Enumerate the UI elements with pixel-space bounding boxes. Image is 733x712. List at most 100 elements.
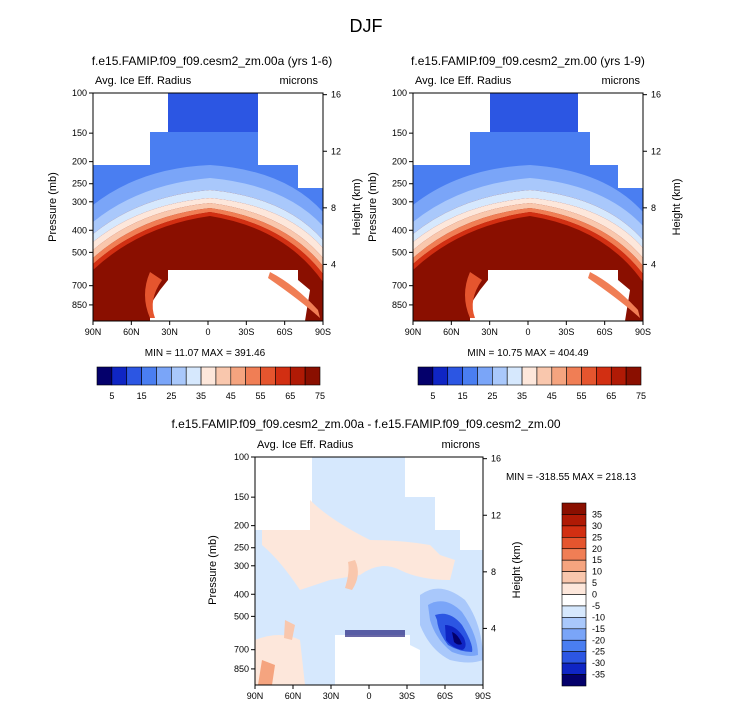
- colorbar-swatch: [185, 366, 202, 386]
- y-tick-label: 400: [392, 225, 407, 235]
- colorbar-label: 55: [256, 391, 266, 401]
- panel-2-ylabel: Pressure (mb): [367, 172, 379, 242]
- colorbar-swatch: [561, 559, 587, 572]
- colorbar-label: 15: [592, 555, 602, 565]
- panel-2-units: microns: [601, 75, 640, 87]
- x-tick-label: 90S: [315, 327, 331, 337]
- y-right-tick-label: 8: [331, 203, 336, 213]
- colorbar-label: 25: [166, 391, 176, 401]
- y-tick-label: 200: [72, 157, 87, 167]
- y-right-tick-label: 12: [491, 510, 501, 520]
- x-tick-label: 60N: [123, 327, 140, 337]
- colorbar-label: 20: [592, 544, 602, 554]
- y-tick-label: 500: [234, 611, 249, 621]
- colorbar-swatch: [245, 366, 261, 386]
- colorbar-swatch: [111, 366, 128, 386]
- x-tick-label: 30N: [161, 327, 178, 337]
- colorbar-swatch: [275, 366, 291, 386]
- panel-2-ylabel-right: Height (km): [671, 179, 683, 236]
- panel-1-variable: Avg. Ice Eff. Radius: [95, 75, 192, 87]
- panel-1-axes: 100 150 200 250 300 400 500 700 850 16 12 8 4 90N 60N 3…: [72, 88, 341, 337]
- colorbar-swatch: [561, 605, 587, 618]
- panel-3-units: microns: [441, 439, 480, 451]
- colorbar-label: -25: [592, 647, 605, 657]
- y-right-tick-label: 16: [651, 90, 661, 100]
- y-tick-label: 100: [392, 88, 407, 98]
- x-tick-label: 60S: [437, 691, 453, 701]
- colorbar-swatch: [156, 366, 172, 386]
- colorbar-label: -20: [592, 635, 605, 645]
- colorbar-label: 0: [592, 590, 597, 600]
- colorbar-swatch: [304, 366, 321, 386]
- colorbar-label: 15: [137, 391, 147, 401]
- x-tick-label: 90N: [85, 327, 102, 337]
- panel-2-field: [413, 93, 643, 321]
- colorbar-swatch: [551, 366, 567, 386]
- figure-title: DJF: [350, 16, 383, 36]
- colorbar-swatch: [561, 502, 587, 515]
- colorbar-swatch: [141, 366, 157, 386]
- colorbar-swatch: [581, 366, 597, 386]
- y-tick-label: 850: [392, 300, 407, 310]
- x-tick-label: 0: [525, 327, 530, 337]
- x-tick-label: 0: [205, 327, 210, 337]
- colorbar-swatch: [561, 548, 587, 561]
- panel-2-title: f.e15.FAMIP.f09_f09.cesm2_zm.00 (yrs 1-9…: [411, 54, 645, 68]
- colorbar-label: -35: [592, 670, 605, 680]
- y-right-tick-label: 4: [331, 259, 336, 269]
- panel-2-stats: MIN = 10.75 MAX = 404.49: [467, 348, 589, 359]
- colorbar-label: 5: [430, 391, 435, 401]
- panel-2-variable: Avg. Ice Eff. Radius: [415, 75, 512, 87]
- y-right-tick-label: 16: [331, 90, 341, 100]
- y-tick-label: 700: [72, 281, 87, 291]
- colorbar-swatch: [561, 628, 587, 641]
- colorbar-swatch: [536, 366, 553, 386]
- colorbar-label: -15: [592, 624, 605, 634]
- colorbar-swatch: [215, 366, 232, 386]
- colorbar-label: 35: [196, 391, 206, 401]
- y-tick-label: 150: [72, 128, 87, 138]
- y-right-tick-label: 4: [651, 259, 656, 269]
- colorbar-label: 45: [547, 391, 557, 401]
- colorbar-swatch: [561, 537, 587, 550]
- colorbar-label: 15: [458, 391, 468, 401]
- colorbar-label: -10: [592, 612, 605, 622]
- x-tick-label: 30N: [323, 691, 340, 701]
- x-tick-label: 60S: [597, 327, 613, 337]
- colorbar-label: -30: [592, 658, 605, 668]
- x-tick-label: 90S: [475, 691, 491, 701]
- x-tick-label: 30N: [481, 327, 498, 337]
- y-right-tick-label: 8: [491, 567, 496, 577]
- x-tick-label: 30S: [558, 327, 574, 337]
- panel-2-axes: 100 150 200 250 300 400 500 700 850 16 12 8 4 90N 60N 3…: [392, 88, 661, 337]
- panel-3-title: f.e15.FAMIP.f09_f09.cesm2_zm.00a - f.e15…: [171, 417, 560, 431]
- y-tick-label: 250: [234, 543, 249, 553]
- y-tick-label: 400: [234, 589, 249, 599]
- y-tick-label: 250: [72, 179, 87, 189]
- colorbar-label: 30: [592, 521, 602, 531]
- y-right-tick-label: 8: [651, 203, 656, 213]
- colorbar-swatch: [566, 366, 582, 386]
- y-tick-label: 700: [234, 645, 249, 655]
- colorbar-swatch: [596, 366, 612, 386]
- y-tick-label: 500: [72, 247, 87, 257]
- colorbar-label: -5: [592, 601, 600, 611]
- x-tick-label: 30S: [238, 327, 254, 337]
- y-tick-label: 300: [72, 197, 87, 207]
- colorbar-label: 25: [592, 532, 602, 542]
- panel-1-title: f.e15.FAMIP.f09_f09.cesm2_zm.00a (yrs 1-…: [92, 54, 333, 68]
- panel-3-stats: MIN = -318.55 MAX = 218.13: [506, 472, 637, 483]
- colorbar-swatch: [625, 366, 642, 386]
- colorbar-swatch: [289, 366, 306, 386]
- y-tick-label: 500: [392, 247, 407, 257]
- y-tick-label: 100: [234, 452, 249, 462]
- colorbar-swatch: [561, 674, 587, 687]
- panel-1-ylabel-right: Height (km): [351, 179, 363, 236]
- x-tick-label: 60N: [285, 691, 302, 701]
- colorbar-swatch: [561, 525, 587, 538]
- y-tick-label: 300: [392, 197, 407, 207]
- y-tick-label: 700: [392, 281, 407, 291]
- colorbar-label: 5: [109, 391, 114, 401]
